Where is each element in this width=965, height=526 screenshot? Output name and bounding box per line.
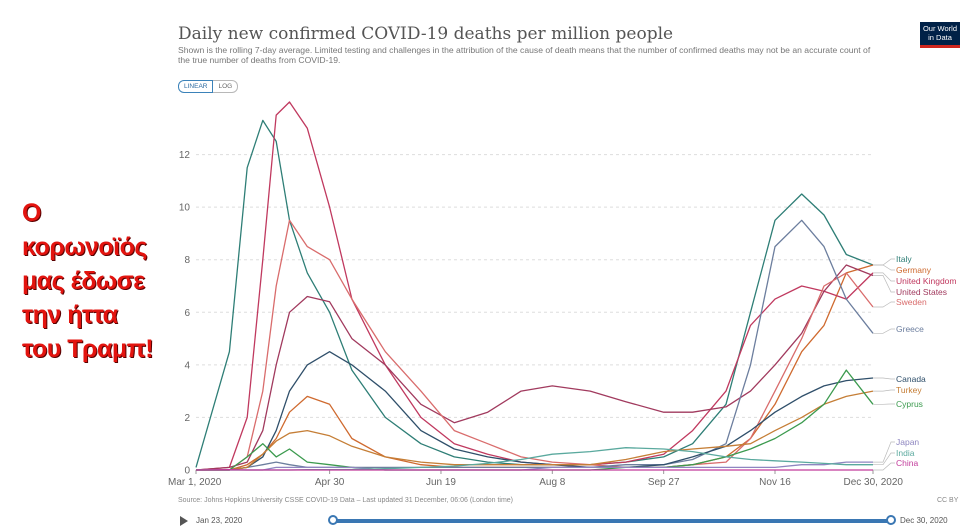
license-link[interactable]: CC BY [937, 497, 958, 504]
legend-connector [873, 442, 895, 462]
series-line-cyprus [196, 370, 873, 470]
x-tick-label: Nov 16 [759, 477, 791, 488]
legend-label-united-kingdom: United Kingdom [896, 276, 956, 286]
x-tick-label: Jun 19 [426, 477, 456, 488]
legend-label-greece: Greece [896, 324, 924, 334]
series-line-germany [196, 265, 873, 470]
source-note: Source: Johns Hopkins University CSSE CO… [178, 497, 513, 504]
legend-label-turkey: Turkey [896, 385, 922, 395]
y-tick-label: 4 [184, 360, 190, 371]
y-tick-label: 6 [184, 308, 190, 319]
line-chart: 0 2 4 6 8 10 12 Mar 1, 2020 Apr 30 Jun 19 Aug 8 Se… [0, 0, 965, 495]
legend-connector [873, 378, 895, 379]
series-line-turkey [196, 391, 873, 470]
legend-connector [873, 463, 895, 470]
y-axis-ticks: 0 2 4 6 8 10 12 [179, 150, 191, 476]
legend-label-united-states: United States [896, 287, 947, 297]
x-tick-label: Sep 27 [648, 477, 680, 488]
legend-label-italy: Italy [896, 254, 912, 264]
y-tick-label: 8 [184, 255, 190, 266]
legend-label-germany: Germany [896, 265, 932, 275]
legend-label-japan: Japan [896, 437, 919, 447]
y-tick-label: 0 [184, 466, 190, 477]
series-line-united-states [196, 265, 873, 470]
chart-series [196, 102, 873, 470]
legend-label-cyprus: Cyprus [896, 399, 923, 409]
timeline-track[interactable] [333, 519, 891, 523]
x-tick-label: Dec 30, 2020 [844, 477, 904, 488]
legend-label-canada: Canada [896, 374, 926, 384]
legend-connector [873, 390, 895, 391]
x-tick-label: Mar 1, 2020 [168, 477, 222, 488]
legend-connector [873, 265, 895, 270]
chart-grid [196, 155, 873, 470]
legend-connector [873, 302, 895, 307]
legend-label-india: India [896, 448, 915, 458]
timeline: Jan 23, 2020 Dec 30, 2020 [0, 508, 965, 524]
legend-connector [873, 329, 895, 333]
legend-connector [873, 259, 895, 265]
y-tick-label: 2 [184, 413, 190, 424]
x-axis-ticks: Mar 1, 2020 Apr 30 Jun 19 Aug 8 Sep 27 Nov 16… [168, 470, 903, 488]
legend-label-china: China [896, 458, 918, 468]
legend-label-sweden: Sweden [896, 297, 927, 307]
x-tick-label: Apr 30 [315, 477, 345, 488]
x-tick-label: Aug 8 [539, 477, 566, 488]
play-icon[interactable] [180, 516, 188, 526]
legend-connector [873, 276, 895, 293]
y-tick-label: 12 [179, 150, 191, 161]
y-tick-label: 10 [179, 203, 191, 214]
